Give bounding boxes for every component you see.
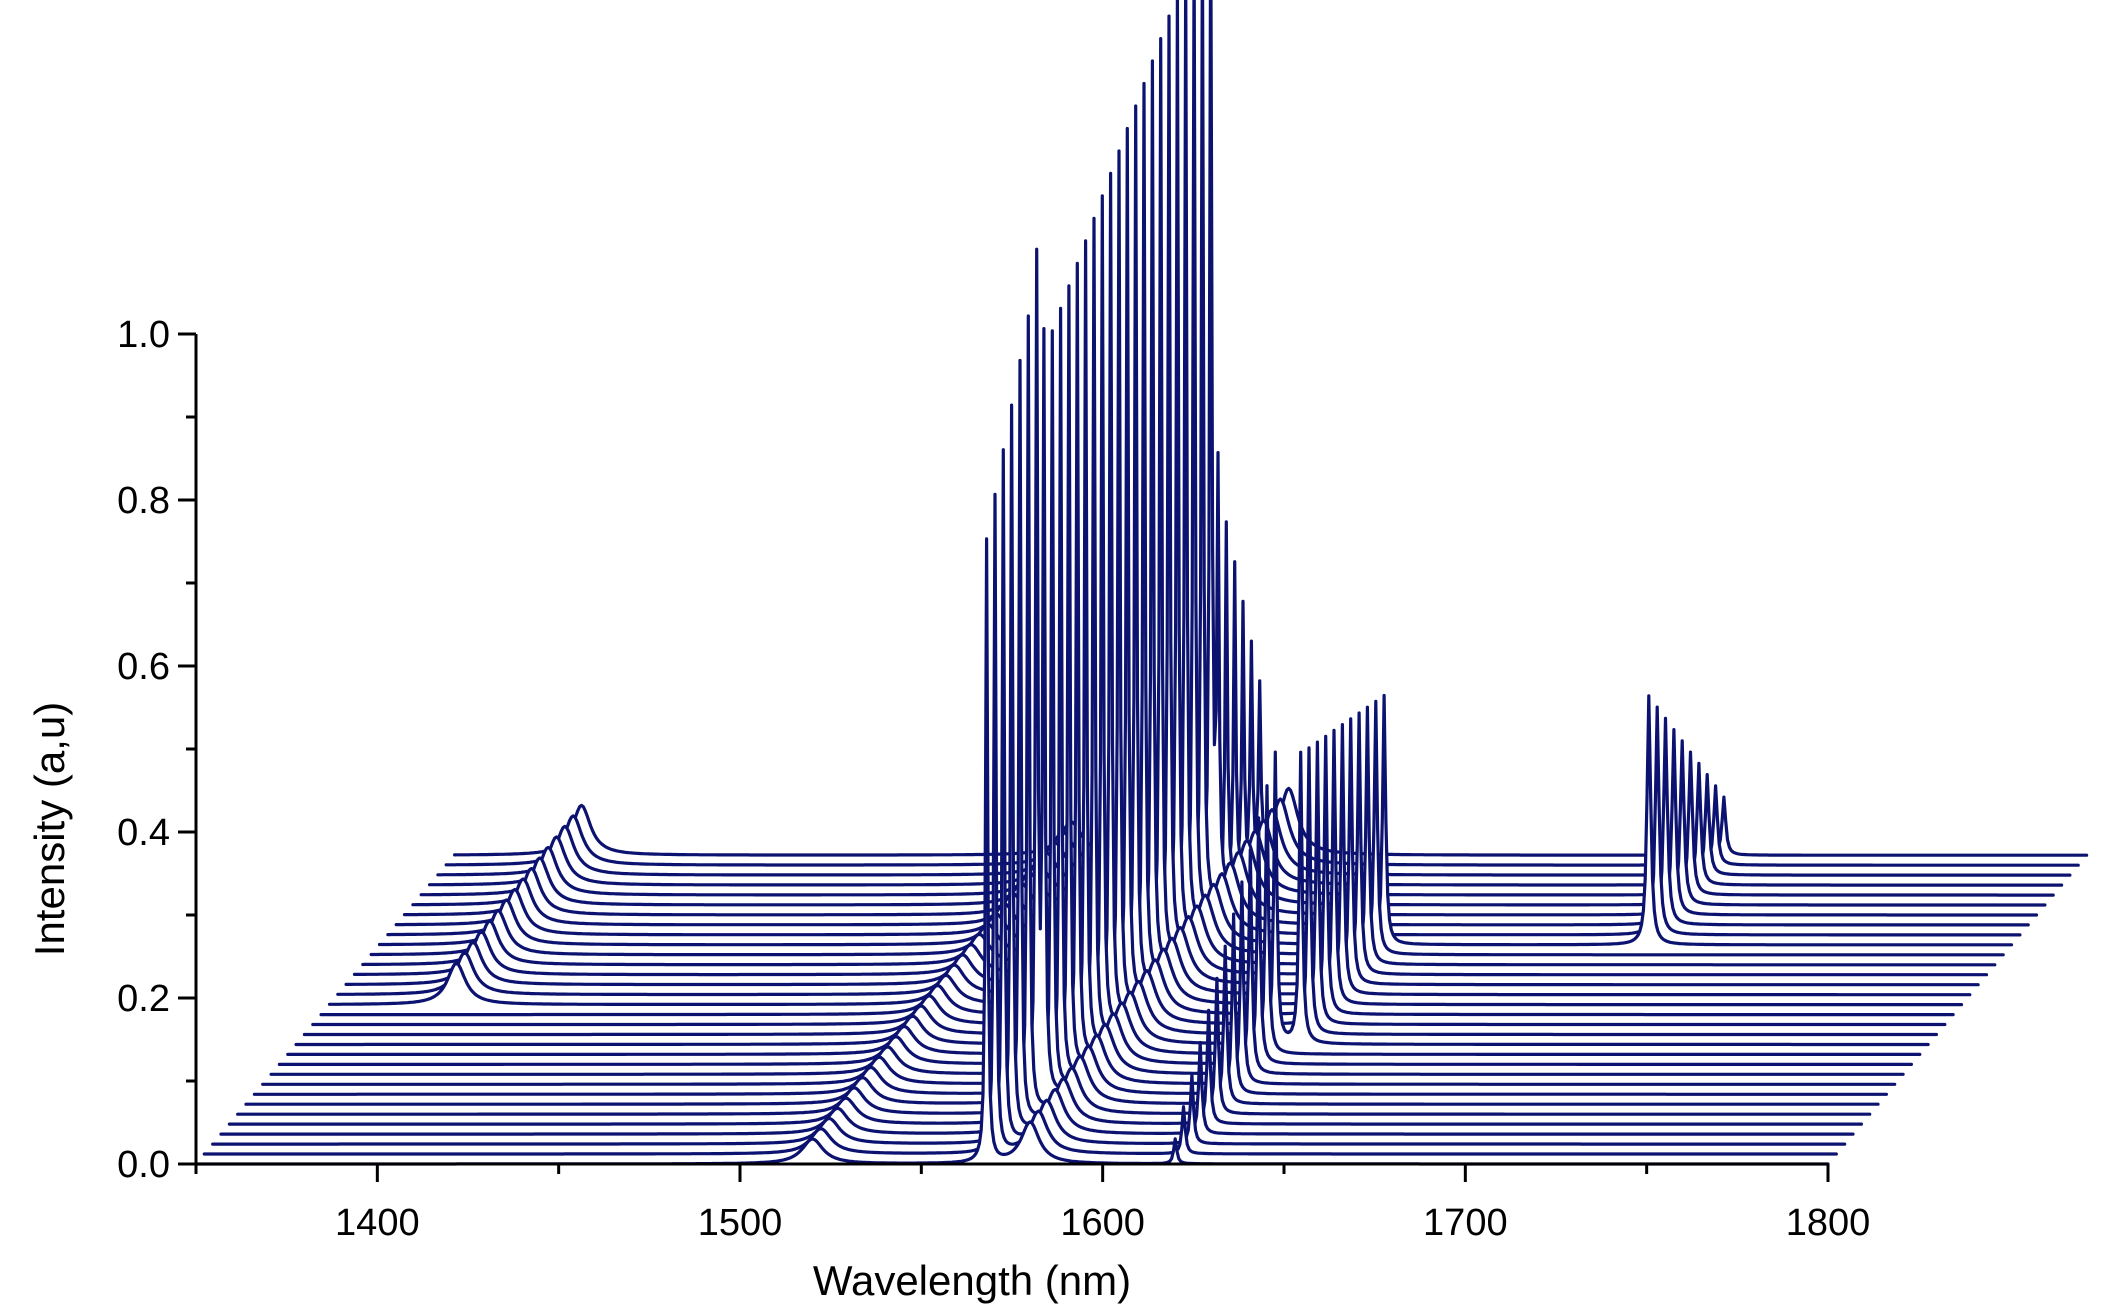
y-tick-label: 0.0 <box>117 1144 170 1186</box>
y-tick-label: 0.2 <box>117 978 170 1020</box>
axes: 1400 1500 1600 1700 1800 0.0 0.2 0.4 0.6 0.8 1.0 <box>117 314 1870 1244</box>
x-tick-label: 1800 <box>1786 1202 1871 1244</box>
y-tick-label: 0.6 <box>117 646 170 688</box>
x-tick-label: 1600 <box>1060 1202 1145 1244</box>
y-tick-label: 0.8 <box>117 480 170 522</box>
y-axis-title: Intensity (a,u) <box>26 702 73 956</box>
x-tick-label: 1500 <box>698 1202 783 1244</box>
x-ticks: 1400 1500 1600 1700 1800 <box>194 1164 1871 1244</box>
y-tick-label: 1.0 <box>117 314 170 356</box>
y-tick-label: 0.4 <box>117 812 170 854</box>
spectral-traces <box>194 0 2089 1166</box>
y-ticks: 0.0 0.2 0.4 0.6 0.8 1.0 <box>117 314 196 1186</box>
x-axis-title: Wavelength (nm) <box>813 1257 1131 1304</box>
x-tick-label: 1700 <box>1423 1202 1508 1244</box>
x-tick-label: 1400 <box>335 1202 420 1244</box>
